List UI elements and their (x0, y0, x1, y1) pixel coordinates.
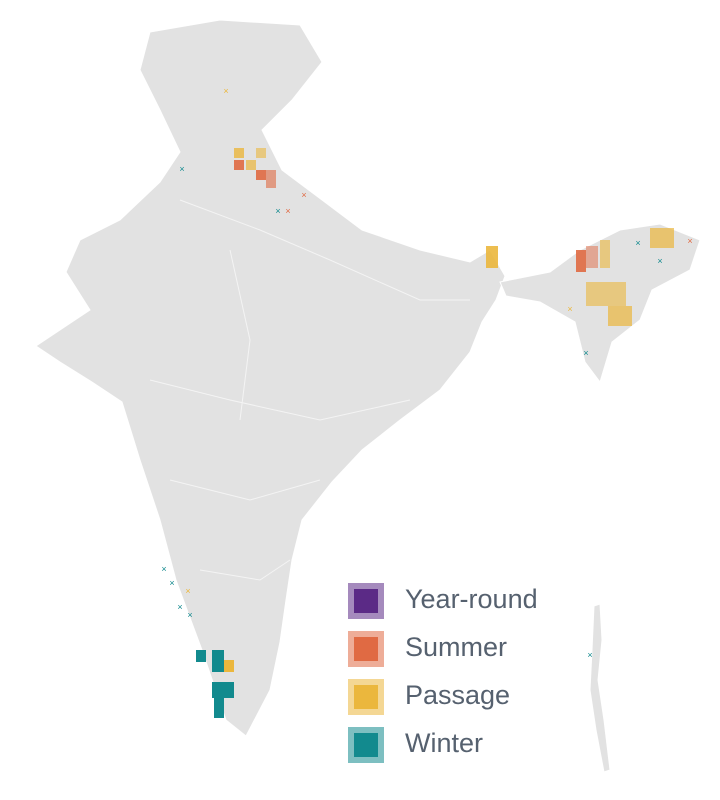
cell (586, 282, 626, 306)
marker: × (687, 236, 692, 246)
marker: × (583, 348, 588, 358)
cell (246, 160, 256, 170)
marker: × (177, 602, 182, 612)
cell (212, 682, 234, 698)
marker: × (657, 256, 662, 266)
markers: × × × × × × × × × × × × × × × × (161, 86, 692, 660)
marker: × (587, 650, 592, 660)
cell (486, 246, 498, 268)
cell (600, 240, 610, 268)
border (229, 249, 251, 421)
legend-label: Year-round (405, 584, 538, 614)
marker: × (161, 564, 166, 574)
cell (608, 306, 632, 326)
marker: × (285, 206, 290, 216)
border (149, 379, 411, 421)
marker: × (169, 578, 174, 588)
marker: × (187, 610, 192, 620)
marker: × (635, 238, 640, 248)
marker: × (185, 586, 190, 596)
marker: × (223, 86, 228, 96)
legend-swatch (354, 685, 378, 709)
legend-label: Winter (405, 728, 483, 758)
cell (256, 148, 266, 158)
cell (234, 148, 244, 158)
cell (234, 160, 244, 170)
legend: Year-round Summer Passage Winter (348, 583, 538, 763)
legend-label: Summer (405, 632, 507, 662)
marker: × (275, 206, 280, 216)
cell (586, 246, 598, 268)
marker: × (567, 304, 572, 314)
andaman-islands (589, 603, 611, 773)
border (179, 199, 470, 301)
cell (214, 698, 224, 718)
cell (212, 650, 224, 672)
border (199, 559, 291, 581)
state-borders (149, 199, 470, 581)
legend-swatch (354, 637, 378, 661)
marker: × (179, 164, 184, 174)
cell (256, 170, 266, 180)
legend-swatch (354, 733, 378, 757)
cell (224, 660, 234, 672)
legend-swatch (354, 589, 378, 613)
observation-cells (196, 148, 674, 718)
cell (266, 170, 276, 188)
cell (576, 250, 586, 272)
marker: × (301, 190, 306, 200)
border (169, 479, 321, 501)
india-mainland (35, 19, 506, 737)
legend-label: Passage (405, 680, 510, 710)
cell (196, 650, 206, 662)
cell (650, 228, 674, 248)
